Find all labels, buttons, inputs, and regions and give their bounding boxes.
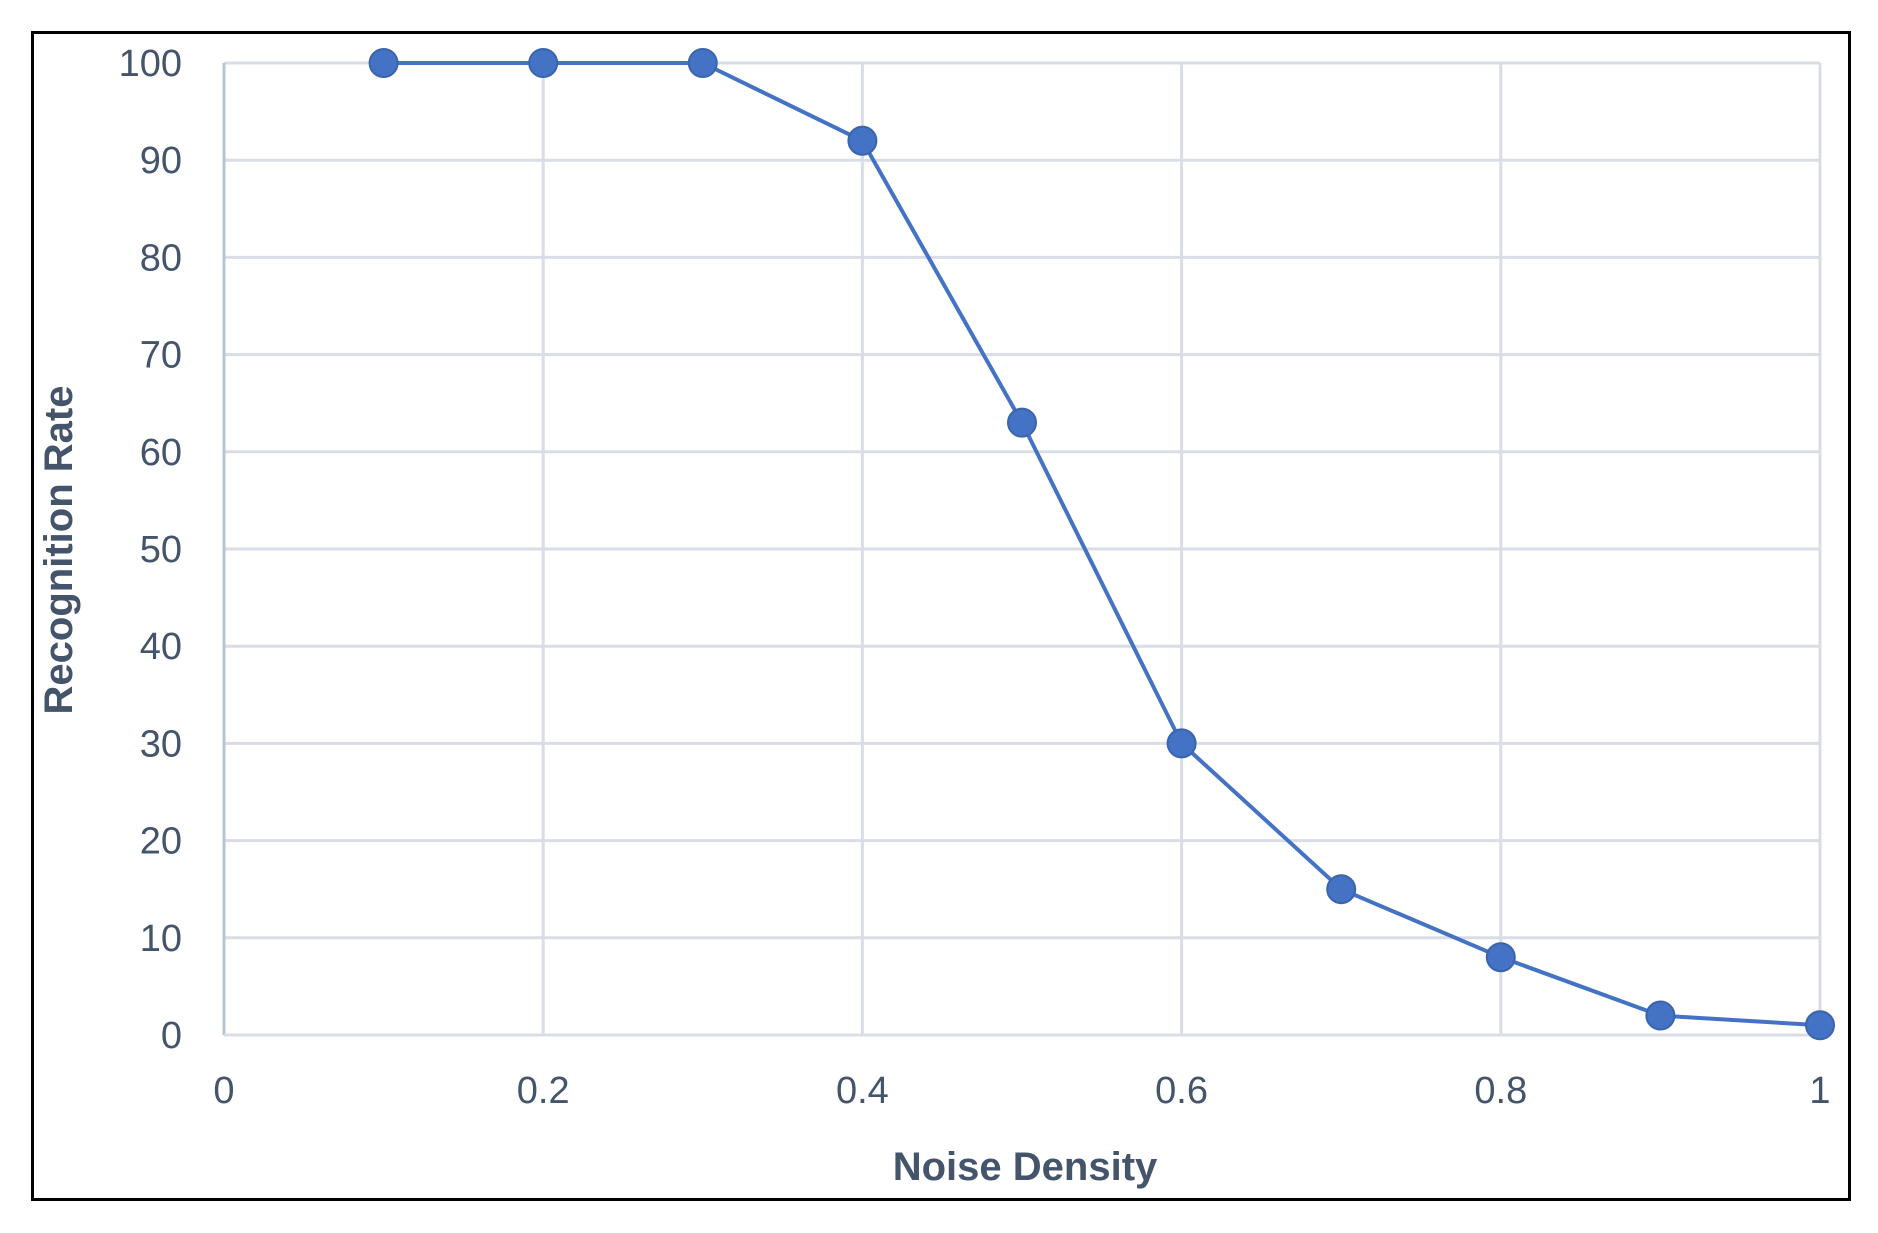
y-tick-label-50: 50 — [140, 529, 182, 571]
data-point-6 — [1326, 874, 1357, 905]
y-tick-label-60: 60 — [140, 432, 182, 474]
data-point-2 — [687, 48, 718, 78]
y-tick-label-30: 30 — [140, 723, 182, 765]
data-point-7 — [1485, 942, 1516, 973]
y-axis-title: Recognition Rate — [37, 386, 81, 715]
x-tick-label-3: 0.6 — [1155, 1070, 1208, 1112]
y-tick-label-70: 70 — [140, 335, 182, 377]
data-point-9 — [1805, 1010, 1835, 1041]
chart-frame — [31, 31, 1851, 1201]
y-tick-label-40: 40 — [140, 626, 182, 668]
y-tick-labels: 0 10 20 30 40 50 60 70 80 90 100 — [119, 43, 182, 1057]
data-point-5 — [1166, 728, 1197, 759]
data-point-3 — [847, 125, 878, 156]
x-tick-label-2: 0.4 — [836, 1070, 889, 1112]
x-tick-label-0: 0 — [213, 1070, 234, 1112]
y-tick-label-90: 90 — [140, 140, 182, 182]
axes — [222, 63, 1820, 1037]
x-tick-label-1: 0.2 — [517, 1070, 570, 1112]
x-tick-labels: 0 0.2 0.4 0.6 0.8 1 — [213, 1070, 1830, 1112]
x-axis-title: Noise Density — [893, 1145, 1158, 1189]
y-tick-label-80: 80 — [140, 237, 182, 279]
x-tick-label-5: 1 — [1809, 1070, 1830, 1112]
series-group — [368, 48, 1835, 1041]
y-tick-label-20: 20 — [140, 821, 182, 863]
series-line — [383, 61, 1821, 1028]
data-point-4 — [1007, 407, 1037, 438]
y-tick-label-100: 100 — [119, 43, 182, 85]
grid-lines — [224, 61, 1822, 1035]
x-tick-label-4: 0.8 — [1474, 1070, 1527, 1112]
data-point-0 — [368, 48, 399, 78]
data-point-8 — [1645, 1000, 1676, 1031]
y-tick-label-10: 10 — [140, 918, 182, 960]
y-tick-label-0: 0 — [161, 1015, 182, 1057]
data-point-1 — [528, 48, 559, 78]
